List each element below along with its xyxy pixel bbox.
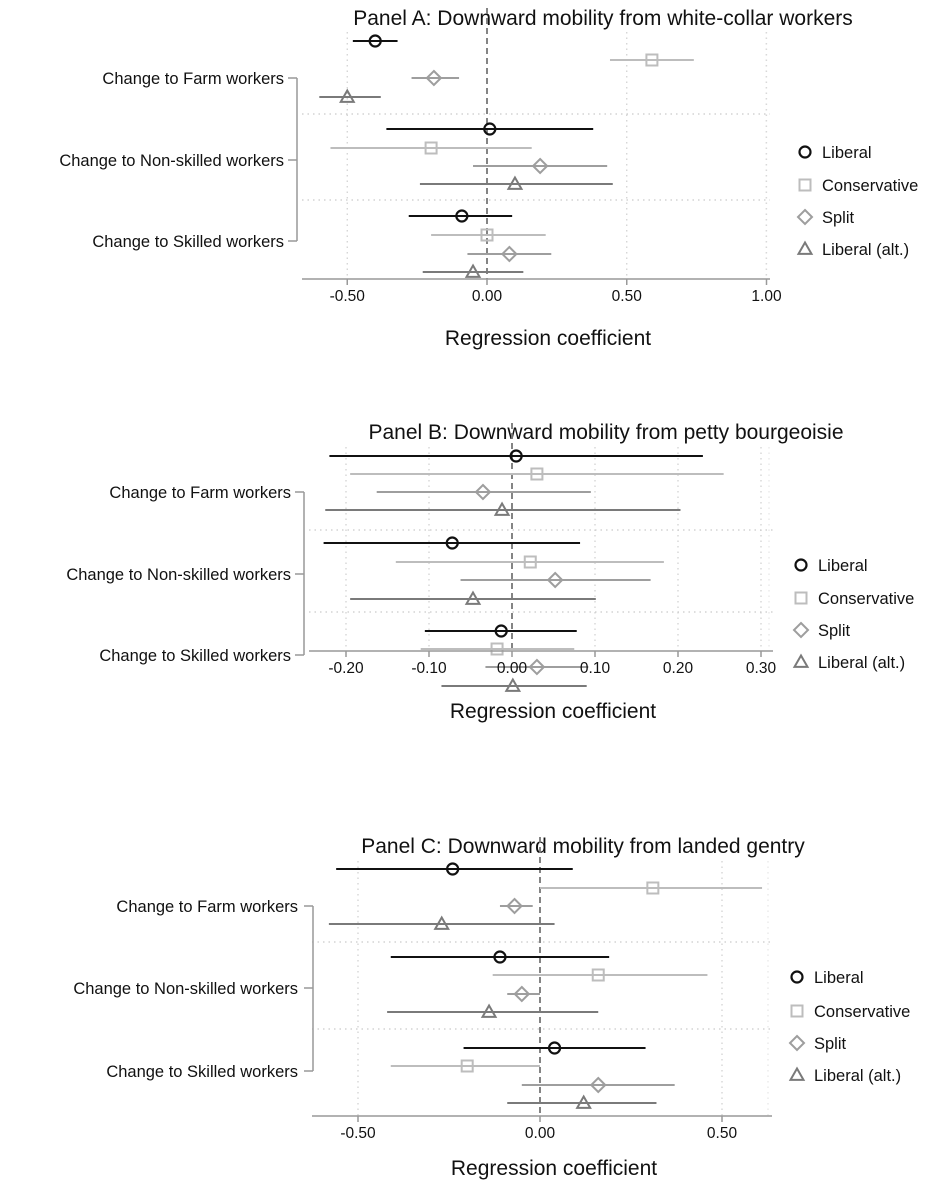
legend-marker bbox=[788, 1066, 806, 1081]
x-tick-label: 0.00 bbox=[497, 660, 528, 677]
point-estimate bbox=[575, 1094, 592, 1109]
point-estimate bbox=[530, 467, 544, 481]
panel-title: Panel C: Downward mobility from landed g… bbox=[361, 835, 805, 858]
point-estimate bbox=[589, 1076, 607, 1094]
point-estimate bbox=[513, 985, 531, 1003]
point-estimate bbox=[424, 141, 438, 155]
x-axis-label: Regression coefficient bbox=[445, 327, 651, 350]
category-label: Change to Skilled workers bbox=[92, 233, 284, 251]
point-estimate bbox=[493, 501, 511, 516]
legend-marker bbox=[796, 240, 814, 255]
x-tick-label: -0.50 bbox=[330, 288, 366, 305]
point-estimate bbox=[464, 263, 482, 278]
x-tick-label: 0.00 bbox=[472, 288, 503, 305]
point-estimate bbox=[474, 483, 492, 501]
legend-marker bbox=[790, 970, 804, 984]
x-tick-label: 1.00 bbox=[751, 288, 782, 305]
point-estimate bbox=[493, 950, 507, 964]
legend-label: Liberal (alt.) bbox=[814, 1067, 901, 1085]
point-estimate bbox=[506, 897, 523, 915]
category-label: Change to Skilled workers bbox=[99, 647, 291, 665]
point-estimate bbox=[464, 590, 482, 605]
category-label: Change to Non-skilled workers bbox=[73, 980, 298, 998]
point-estimate bbox=[425, 69, 443, 87]
legend-label: Conservative bbox=[818, 590, 914, 608]
point-estimate bbox=[500, 245, 518, 263]
point-estimate bbox=[591, 968, 605, 982]
point-estimate bbox=[547, 1041, 562, 1055]
panel-1: Panel A: Downward mobility from white-co… bbox=[59, 7, 918, 350]
x-tick-label: 0.50 bbox=[707, 1125, 738, 1142]
category-label: Change to Farm workers bbox=[116, 898, 298, 916]
legend-marker bbox=[798, 145, 812, 159]
point-estimate bbox=[445, 536, 459, 550]
x-tick-label: -0.10 bbox=[411, 660, 447, 677]
legend-label: Liberal bbox=[818, 557, 868, 575]
point-estimate bbox=[480, 228, 494, 242]
legend-marker bbox=[796, 208, 814, 226]
x-tick-label: 0.20 bbox=[663, 660, 694, 677]
panel-title: Panel A: Downward mobility from white-co… bbox=[353, 7, 853, 30]
point-estimate bbox=[494, 624, 508, 638]
legend: Liberal Conservative Split Liberal (alt.) bbox=[796, 144, 918, 259]
x-axis-label: Regression coefficient bbox=[450, 700, 656, 723]
legend-marker bbox=[788, 1034, 806, 1052]
point-estimate bbox=[480, 1003, 498, 1018]
legend-label: Split bbox=[814, 1035, 847, 1053]
legend-marker bbox=[792, 653, 810, 668]
legend-label: Liberal bbox=[822, 144, 872, 162]
legend-marker bbox=[794, 558, 808, 572]
legend-label: Conservative bbox=[822, 177, 918, 195]
panel-2: Panel B: Downward mobility from petty bo… bbox=[66, 421, 914, 723]
category-label: Change to Non-skilled workers bbox=[66, 566, 291, 584]
point-estimate bbox=[523, 555, 537, 569]
point-estimate bbox=[528, 658, 546, 676]
point-estimate bbox=[646, 881, 660, 895]
panel-3: Panel C: Downward mobility from landed g… bbox=[73, 835, 910, 1180]
legend-label: Liberal bbox=[814, 969, 864, 987]
x-tick-label: 0.00 bbox=[525, 1125, 556, 1142]
x-tick-label: 0.10 bbox=[580, 660, 611, 677]
legend: Liberal Conservative Split Liberal (alt.) bbox=[788, 969, 910, 1085]
category-label: Change to Non-skilled workers bbox=[59, 152, 284, 170]
panel-title: Panel B: Downward mobility from petty bo… bbox=[368, 421, 843, 444]
legend-marker bbox=[794, 591, 808, 605]
legend-label: Split bbox=[822, 209, 855, 227]
point-estimate bbox=[546, 571, 564, 589]
x-tick-label: -0.50 bbox=[340, 1125, 376, 1142]
legend-marker bbox=[790, 1004, 804, 1018]
point-estimate bbox=[446, 862, 460, 876]
legend-marker bbox=[792, 621, 810, 639]
point-estimate bbox=[509, 449, 523, 463]
point-estimate bbox=[531, 157, 549, 175]
legend-label: Conservative bbox=[814, 1003, 910, 1021]
legend-label: Liberal (alt.) bbox=[822, 241, 909, 259]
point-estimate bbox=[506, 175, 524, 190]
x-tick-label: 0.30 bbox=[746, 660, 777, 677]
point-estimate bbox=[490, 642, 504, 656]
point-estimate bbox=[455, 209, 469, 223]
category-label: Change to Farm workers bbox=[109, 484, 291, 502]
category-label: Change to Farm workers bbox=[102, 70, 284, 88]
point-estimate bbox=[645, 53, 659, 67]
legend-label: Liberal (alt.) bbox=[818, 654, 905, 672]
legend-marker bbox=[798, 178, 812, 192]
point-estimate bbox=[339, 88, 356, 103]
point-estimate bbox=[368, 34, 382, 48]
point-estimate bbox=[504, 677, 522, 692]
category-label: Change to Skilled workers bbox=[106, 1063, 298, 1081]
point-estimate bbox=[433, 915, 450, 930]
legend: Liberal Conservative Split Liberal (alt.) bbox=[792, 557, 914, 672]
x-axis-label: Regression coefficient bbox=[451, 1157, 657, 1180]
x-tick-label: -0.20 bbox=[328, 660, 364, 677]
point-estimate bbox=[460, 1059, 474, 1073]
x-tick-label: 0.50 bbox=[612, 288, 643, 305]
point-estimate bbox=[483, 122, 497, 136]
legend-label: Split bbox=[818, 622, 851, 640]
